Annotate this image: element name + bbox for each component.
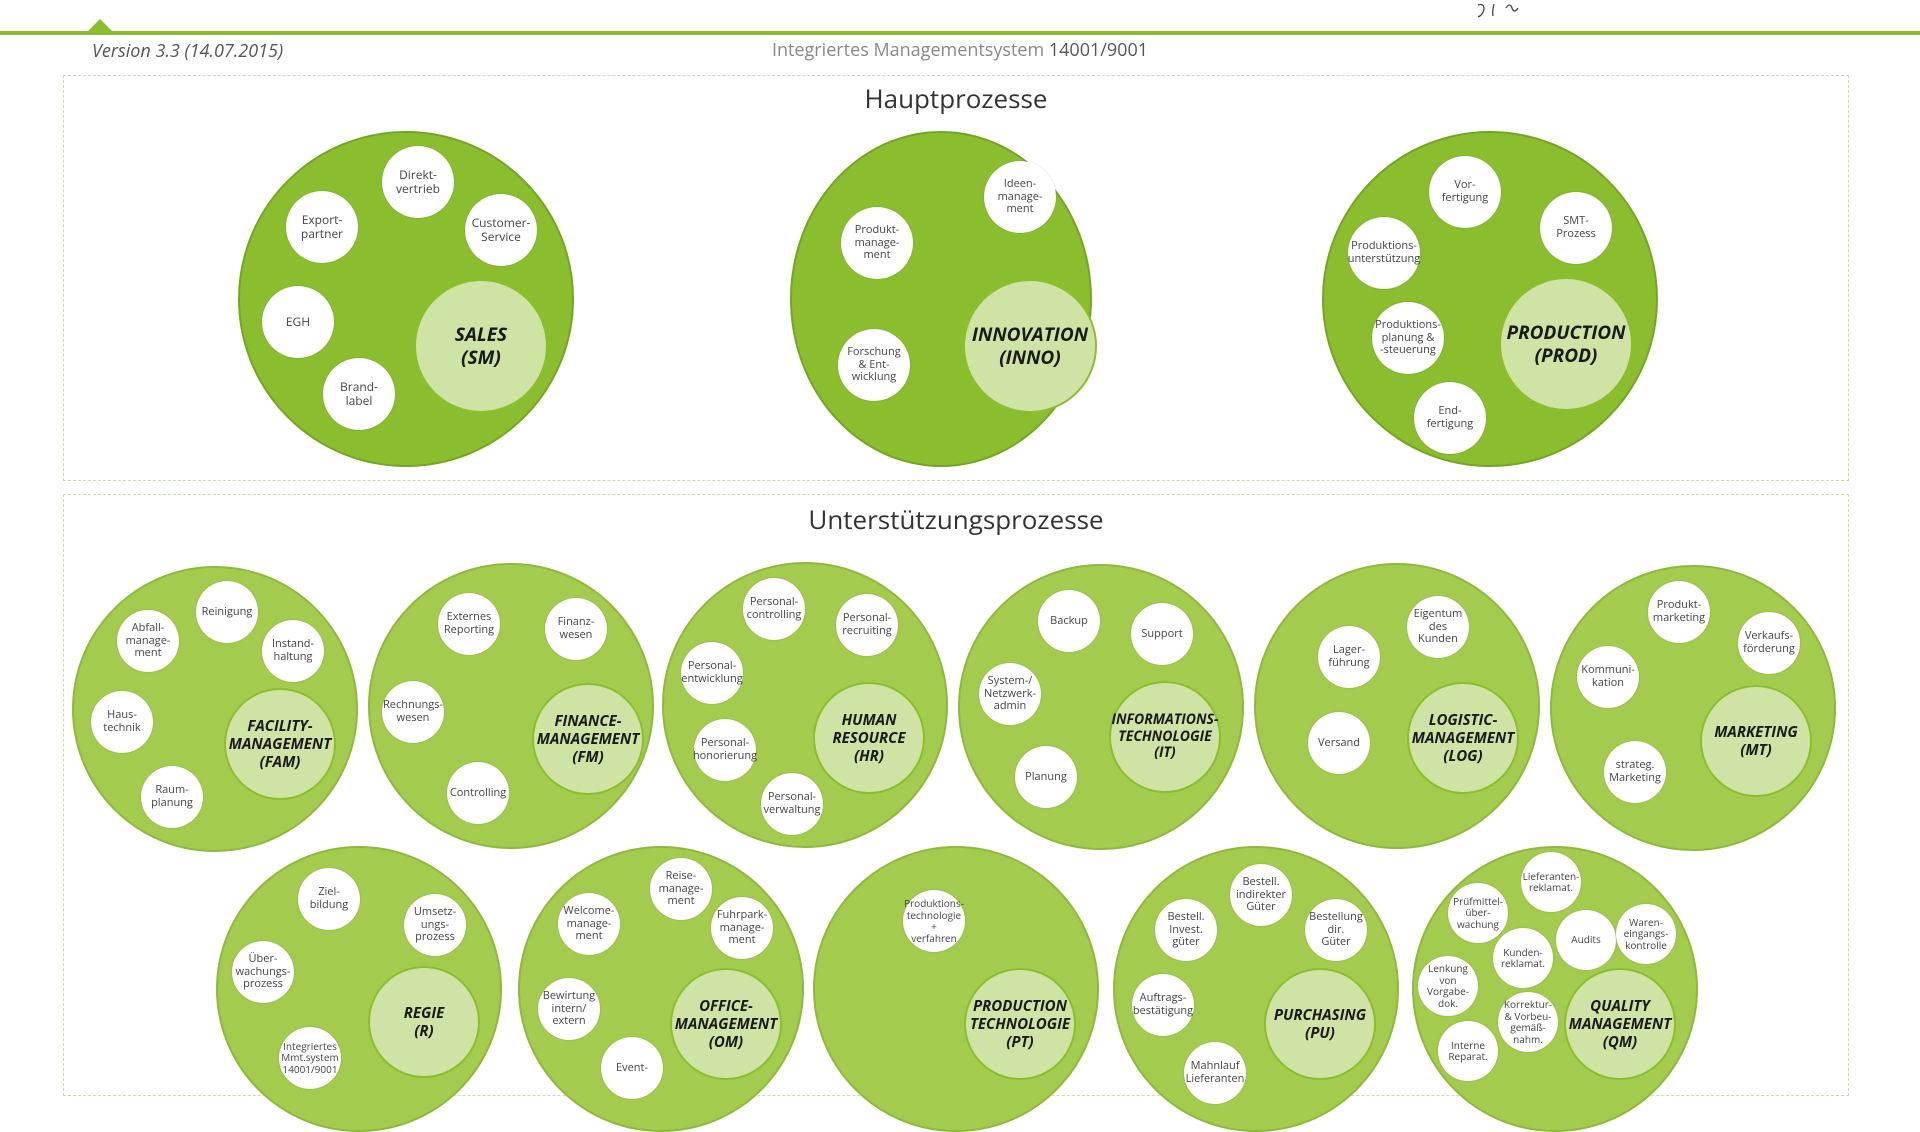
it-sub-support: Support: [1131, 603, 1193, 665]
om-sub-fuhrparkmanagement: Fuhrpark-manage-ment: [711, 897, 773, 959]
header-line: [0, 31, 1920, 35]
main-processes-title: Hauptprozesse: [864, 80, 1048, 116]
pu-sub-mahnlauf: Mahnlauf Lieferanten: [1184, 1042, 1246, 1104]
mt-sub-verkaufsfoerderung: Verkaufs-förderung: [1738, 612, 1800, 674]
hr-sub-entwicklung: Personal-entwicklung: [681, 642, 743, 704]
pu-sub-investgueter: Bestell. Invest. güter: [1155, 899, 1217, 961]
fam-sub-instandhaltung: Instand-haltung: [262, 620, 324, 682]
om-sub-reisemanagement: Reise-manage-ment: [650, 858, 712, 920]
fm-sub-rechnungswesen: Rechnungs-wesen: [382, 681, 444, 743]
fm-sub-finanzwesen: Finanz-wesen: [545, 598, 607, 660]
production-sub-planung-steuerung: Produktions-planung & -steuerung: [1372, 302, 1444, 374]
fam-core: FACILITY- MANAGEMENT (FAM): [224, 688, 336, 800]
sales-sub-brandlabel: Brand-label: [323, 358, 395, 430]
it-core: INFORMATIONS- TECHNOLOGIE (IT): [1109, 681, 1221, 793]
main-processes-section: Hauptprozesse: [63, 75, 1849, 481]
qm-sub-interne-reparat: Interne Reparat.: [1438, 1021, 1498, 1081]
it-sub-system-admin: System-/Netzwerk-admin: [979, 663, 1041, 725]
fam-sub-reinigung: Reinigung: [196, 581, 258, 643]
sales-sub-exportpartner: Export-partner: [286, 191, 358, 263]
pt-sub-produktionstechnologie: Produktions-technologie + verfahren: [903, 890, 965, 952]
sales-sub-direktvertrieb: Direkt-vertrieb: [382, 146, 454, 218]
log-core: LOGISTIC- MANAGEMENT (LOG): [1407, 682, 1519, 794]
qm-sub-lenkung-vorgabedok: Lenkung von Vorgabe-dok.: [1418, 956, 1478, 1016]
mt-core: MARKETING (MT): [1700, 685, 1812, 797]
pu-sub-indirekte-gueter: Bestell. indirekter Güter: [1230, 864, 1292, 926]
innovation-sub-ideenmanagement: Ideen-manage-ment: [984, 161, 1056, 233]
r-sub-ueberwachungsprozess: Über-wachungs-prozess: [232, 941, 294, 1003]
r-sub-umsetzungsprozess: Umsetz-ungs-prozess: [404, 894, 466, 956]
header-title: Integriertes Managementsystem 14001/9001: [771, 38, 1149, 62]
qm-sub-kundenreklamat: Kunden-reklamat.: [1493, 928, 1553, 988]
mt-sub-kommunikation: Kommuni-kation: [1577, 646, 1639, 708]
mt-sub-strateg-marketing: strateg. Marketing: [1604, 741, 1666, 803]
pu-sub-auftragsbestaetigung: Auftrags-bestätigung: [1132, 974, 1194, 1036]
qm-sub-korrektur-vorbeugemassnahmen: Korrektur- & Vorbeu-gemäß-nahm.: [1498, 992, 1558, 1052]
pu-core: PURCHASING (PU): [1264, 968, 1376, 1080]
fm-sub-controlling: Controlling: [447, 762, 509, 824]
log-sub-lagerfuehrung: Lager-führung: [1318, 626, 1380, 688]
fam-sub-abfall: Abfall-manage-ment: [117, 610, 179, 672]
om-sub-welcomemanagement: Welcome-manage-ment: [558, 893, 620, 955]
it-sub-backup: Backup: [1038, 590, 1100, 652]
support-processes-title: Unterstützungsprozesse: [808, 501, 1104, 537]
production-sub-vorfertigung: Vor-fertigung: [1429, 156, 1501, 228]
pu-sub-direkte-gueter: Bestellung dir. Güter: [1305, 899, 1367, 961]
hr-sub-verwaltung: Personal-verwaltung: [761, 773, 823, 835]
fam-sub-raumplanung: Raum-planung: [141, 766, 203, 828]
version-label: Version 3.3 (14.07.2015): [92, 39, 284, 63]
mt-sub-produktmarketing: Produkt-marketing: [1648, 581, 1710, 643]
hr-sub-honorierung: Personal-honorierung: [693, 719, 757, 781]
qm-sub-audits: Audits: [1556, 910, 1616, 970]
production-core: PRODUCTION (PROD): [1499, 277, 1633, 411]
r-sub-integriertes-mmt: Integriertes Mmt.system 14001/9001: [279, 1027, 341, 1089]
sales-sub-customer-service: Customer- Service: [465, 194, 537, 266]
qm-sub-pruefmittelueberwachung: Prüfmittel-über-wachung: [1448, 883, 1508, 943]
r-sub-zielbildung: Ziel-bildung: [298, 868, 360, 930]
r-core: REGIE (R): [368, 966, 480, 1078]
fm-core: FINANCE- MANAGEMENT (FM): [532, 683, 644, 795]
om-core: OFFICE- MANAGEMENT (OM): [670, 968, 782, 1080]
log-sub-eigentum-kunden: Eigentum des Kunden: [1407, 596, 1469, 658]
innovation-sub-produktmanagement: Produkt-manage-ment: [841, 207, 913, 279]
om-sub-bewirtung: Bewirtung intern/extern: [538, 978, 600, 1040]
signature-logo: [1477, 3, 1519, 18]
sales-sub-egh: EGH: [262, 286, 334, 358]
header-notch: [87, 19, 113, 32]
qm-core: QUALITY MANAGEMENT (QM): [1564, 968, 1676, 1080]
log-sub-versand: Versand: [1308, 712, 1370, 774]
qm-sub-wareneingangskontrolle: Waren-eingangs-kontrolle: [1616, 904, 1676, 964]
fam-sub-haustechnik: Haus-technik: [91, 691, 153, 753]
hr-core: HUMAN RESOURCE (HR): [813, 682, 925, 794]
sales-core: SALES (SM): [414, 279, 548, 413]
fm-sub-externes-reporting: Externes Reporting: [438, 593, 500, 655]
om-sub-event: Event-: [601, 1037, 663, 1099]
it-sub-planung: Planung: [1015, 746, 1077, 808]
qm-sub-lieferantenreklamat: Lieferanten-reklamat.: [1521, 852, 1581, 912]
pt-core: PRODUCTION TECHNOLOGIE (PT): [964, 968, 1076, 1080]
innovation-core: INNOVATION (INNO): [963, 279, 1097, 413]
innovation-sub-forschung: Forschung & Ent-wicklung: [838, 329, 910, 401]
production-sub-endfertigung: End-fertigung: [1414, 382, 1486, 454]
production-sub-unterstuetzung: Produktions-unterstützung: [1348, 217, 1420, 289]
hr-sub-recruiting: Personal-recruiting: [836, 594, 898, 656]
hr-sub-controlling: Personal-controlling: [743, 578, 805, 640]
production-sub-smt-prozess: SMT- Prozess: [1540, 192, 1612, 264]
